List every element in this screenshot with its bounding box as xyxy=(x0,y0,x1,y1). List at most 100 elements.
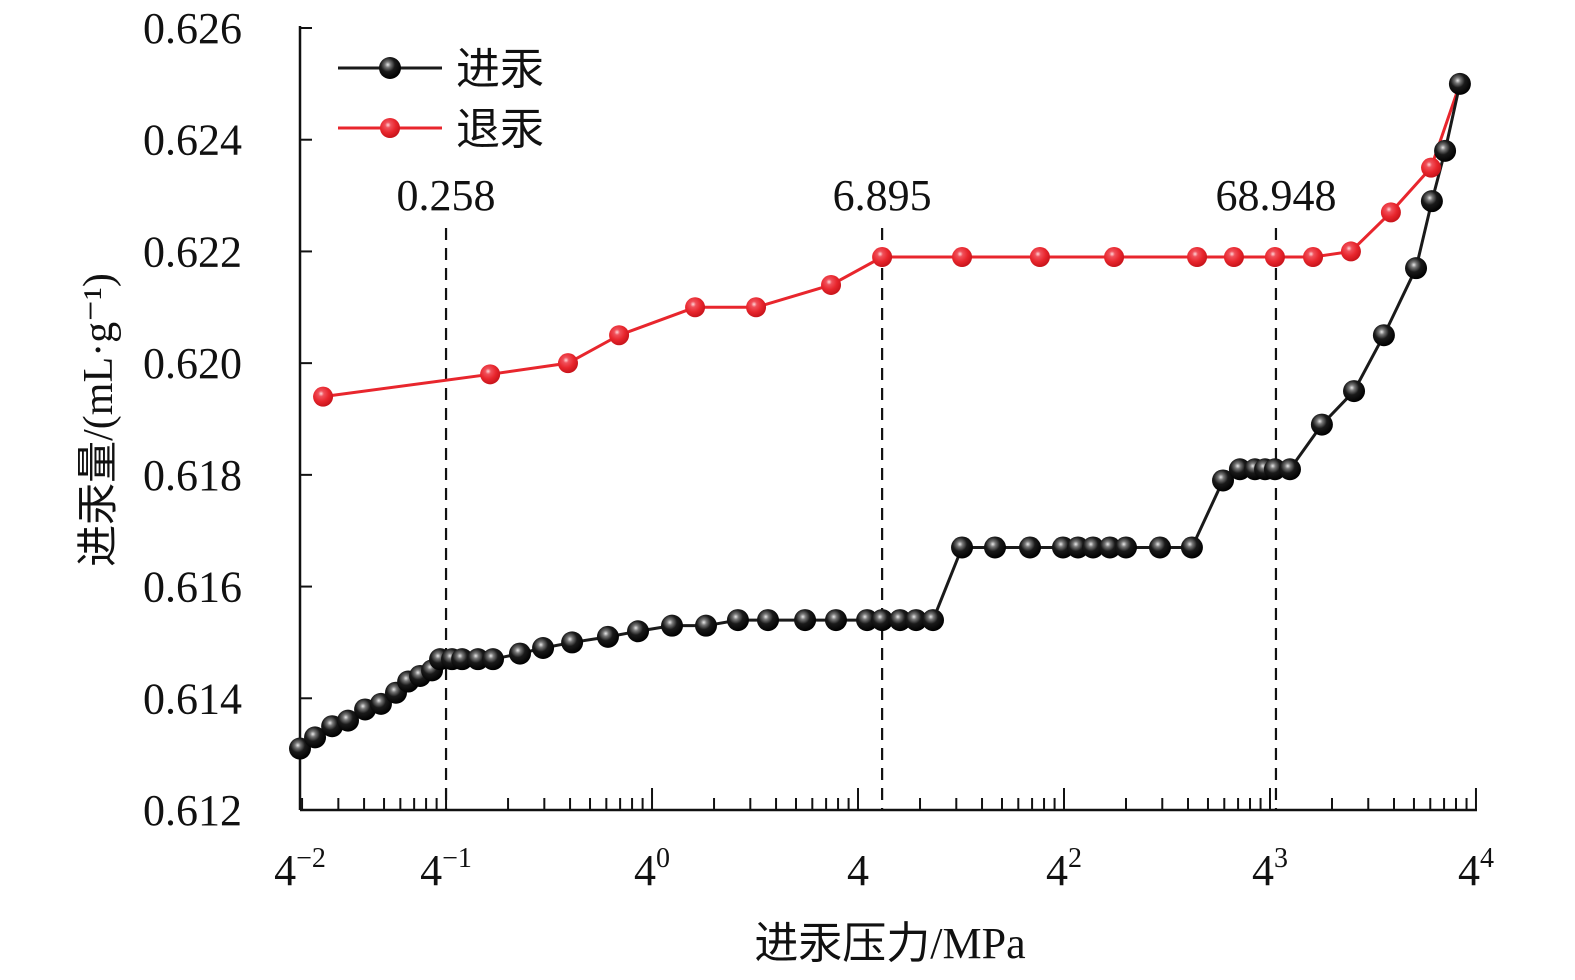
extrusion-point xyxy=(557,353,578,374)
x-tick-label: 4−1 xyxy=(420,843,472,895)
intrusion-point xyxy=(1228,458,1251,481)
x-tick-base: 4 xyxy=(1458,846,1480,895)
intrusion-point xyxy=(794,609,817,632)
intrusion-point xyxy=(596,625,619,648)
x-tick-label: 4 xyxy=(847,846,869,895)
intrusion-point xyxy=(532,637,555,660)
intrusion-point xyxy=(1263,458,1286,481)
extrusion-point xyxy=(609,325,630,346)
extrusion-point xyxy=(685,297,706,318)
intrusion-point xyxy=(1067,536,1090,559)
intrusion-point xyxy=(336,709,359,732)
legend-label-extrusion: 退汞 xyxy=(456,105,544,154)
intrusion-point xyxy=(983,536,1006,559)
extrusion-point xyxy=(952,247,973,268)
intrusion-point xyxy=(1098,536,1121,559)
intrusion-point xyxy=(304,726,327,749)
x-tick-base: 4 xyxy=(274,846,296,895)
extrusion-point xyxy=(480,364,501,385)
x-tick-label: 40 xyxy=(634,843,670,895)
intrusion-point xyxy=(905,609,928,632)
intrusion-point xyxy=(661,614,684,637)
x-tick-label: 43 xyxy=(1252,843,1288,895)
intrusion-point xyxy=(1434,139,1457,162)
x-axis-label: 进汞压力/MPa xyxy=(754,919,1025,968)
series-layer xyxy=(289,72,1471,760)
x-tick-exponent: 2 xyxy=(1068,843,1082,874)
x-tick-label: 44 xyxy=(1458,843,1494,895)
y-tick-label: 0.618 xyxy=(143,451,242,500)
intrusion-point xyxy=(921,609,944,632)
x-tick-base: 4 xyxy=(634,846,656,895)
intrusion-point xyxy=(1115,536,1138,559)
extrusion-point xyxy=(1223,247,1244,268)
intrusion-point xyxy=(369,692,392,715)
y-tick-label: 0.612 xyxy=(143,786,242,835)
extrusion-point xyxy=(1421,157,1442,178)
reference-lines: 0.258 6.895 68.948 xyxy=(397,171,1336,810)
y-tick-label: 0.622 xyxy=(143,227,242,276)
y-tick-label: 0.616 xyxy=(143,563,242,612)
y-tick-label: 0.614 xyxy=(143,674,242,723)
intrusion-point xyxy=(824,609,847,632)
intrusion-point xyxy=(627,620,650,643)
intrusion-point xyxy=(1420,190,1443,213)
x-tick-exponent: −2 xyxy=(296,843,326,874)
x-tick-base: 4 xyxy=(1252,846,1274,895)
intrusion-point xyxy=(1343,380,1366,403)
x-tick-exponent: −1 xyxy=(442,843,472,874)
extrusion-point xyxy=(1340,241,1361,262)
intrusion-point xyxy=(871,609,894,632)
extrusion-point xyxy=(1264,247,1285,268)
x-tick-exponent: 4 xyxy=(1480,843,1494,874)
y-tick-label: 0.626 xyxy=(143,4,242,53)
intrusion-point xyxy=(756,609,779,632)
legend-marker-extrusion xyxy=(380,118,400,138)
reference-line-label: 0.258 xyxy=(397,171,496,220)
intrusion-point xyxy=(482,648,505,671)
y-tick-label: 0.620 xyxy=(143,339,242,388)
extrusion-point xyxy=(821,274,842,295)
intrusion-point xyxy=(508,642,531,665)
axes: 0.612 0.614 0.616 0.618 0.620 0.622 0.624 0.626… xyxy=(143,4,1494,895)
legend-marker-intrusion xyxy=(379,57,401,79)
intrusion-point xyxy=(951,536,974,559)
x-tick-exponent: 0 xyxy=(656,843,670,874)
intrusion-point xyxy=(856,609,879,632)
y-axis-label: 进汞量/(mL·g⁻¹) xyxy=(76,273,122,567)
reference-line-label: 6.895 xyxy=(833,171,932,220)
intrusion-point xyxy=(1405,257,1428,280)
extrusion-point xyxy=(1187,247,1208,268)
intrusion-point xyxy=(1212,469,1235,492)
extrusion-point xyxy=(1029,247,1050,268)
x-tick-base: 4 xyxy=(1046,846,1068,895)
intrusion-point xyxy=(451,648,474,671)
reference-line-label: 68.948 xyxy=(1215,171,1336,220)
extrusion-point xyxy=(1104,247,1125,268)
intrusion-point xyxy=(466,648,489,671)
extrusion-point xyxy=(872,247,893,268)
intrusion-point xyxy=(289,737,311,760)
intrusion-point xyxy=(1278,458,1301,481)
intrusion-point xyxy=(694,614,717,637)
extrusion-point xyxy=(1303,247,1324,268)
x-tick-base: 4 xyxy=(847,846,869,895)
y-tick-label: 0.624 xyxy=(143,116,242,165)
x-tick-label: 42 xyxy=(1046,843,1082,895)
legend-label-intrusion: 进汞 xyxy=(456,45,544,94)
intrusion-point xyxy=(1148,536,1171,559)
intrusion-point xyxy=(561,631,584,654)
intrusion-point xyxy=(1051,536,1074,559)
x-tick-base: 4 xyxy=(420,846,442,895)
intrusion-point xyxy=(889,609,912,632)
intrusion-point xyxy=(1180,536,1203,559)
intrusion-point xyxy=(1310,413,1333,436)
intrusion-point xyxy=(1019,536,1042,559)
intrusion-point xyxy=(1082,536,1105,559)
intrusion-point xyxy=(1372,324,1395,347)
extrusion-point xyxy=(313,386,334,407)
intrusion-point xyxy=(726,609,749,632)
x-tick-label: 4−2 xyxy=(274,843,326,895)
